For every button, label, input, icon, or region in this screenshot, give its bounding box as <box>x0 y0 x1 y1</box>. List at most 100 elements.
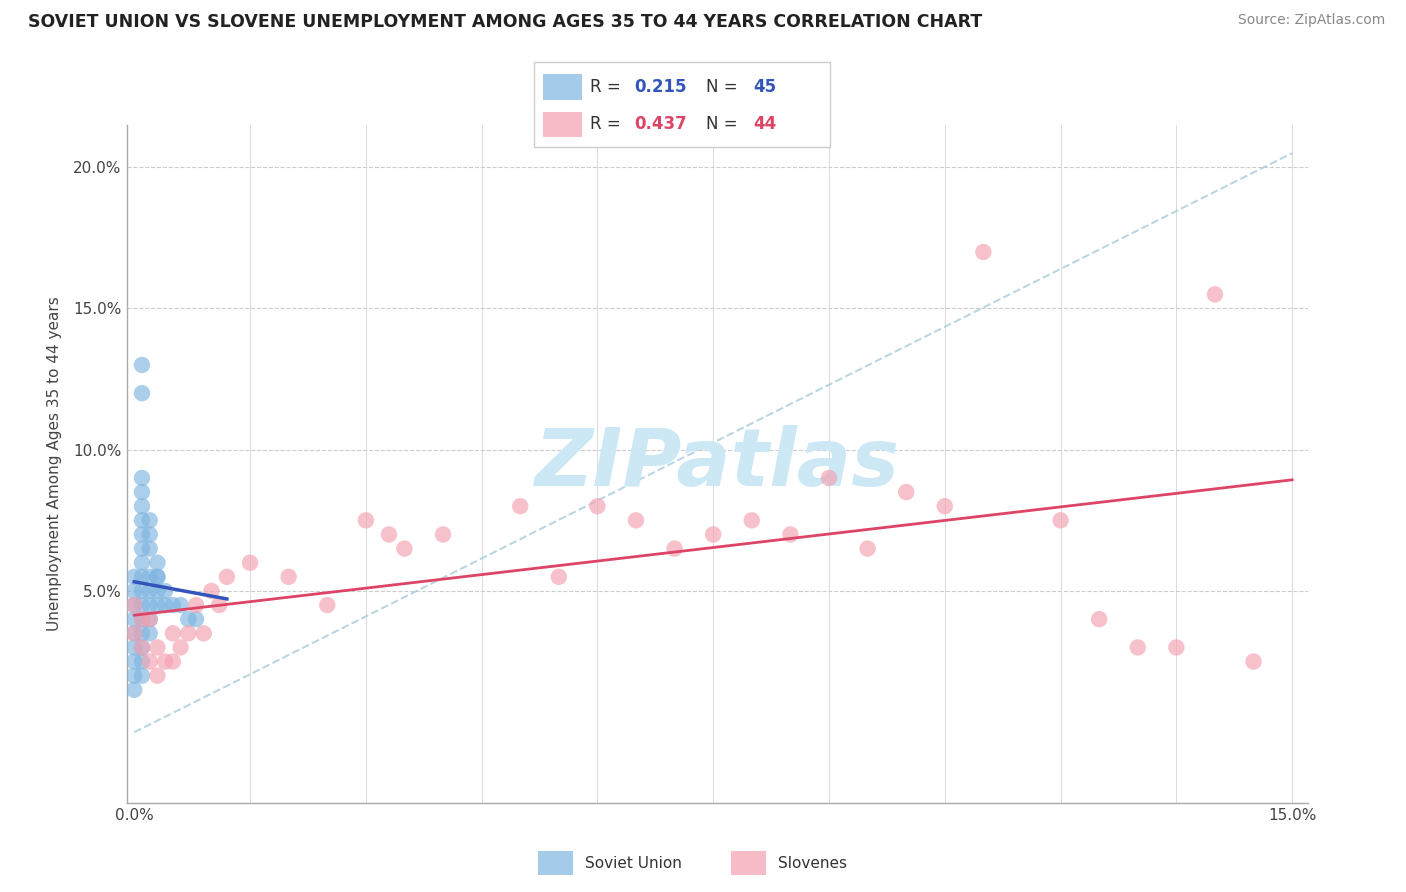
Point <box>138 570 160 584</box>
Point <box>131 358 153 372</box>
Point <box>138 513 160 527</box>
Point <box>131 640 153 655</box>
Point <box>153 598 176 612</box>
Point <box>146 570 169 584</box>
Point <box>122 640 145 655</box>
Text: 45: 45 <box>752 78 776 96</box>
Point <box>138 584 160 599</box>
Point <box>153 584 176 599</box>
Point <box>316 598 339 612</box>
Text: R =: R = <box>591 115 627 133</box>
Point <box>138 655 160 669</box>
Point <box>200 584 222 599</box>
Point <box>122 669 145 683</box>
Point <box>934 500 956 514</box>
Point <box>131 500 153 514</box>
Point <box>169 640 191 655</box>
Text: 0.437: 0.437 <box>634 115 688 133</box>
Point <box>818 471 841 485</box>
Point <box>131 584 153 599</box>
Point <box>972 244 994 259</box>
Point <box>138 612 160 626</box>
Text: Source: ZipAtlas.com: Source: ZipAtlas.com <box>1237 13 1385 28</box>
Point <box>624 513 647 527</box>
Point <box>122 655 145 669</box>
Point <box>122 612 145 626</box>
Point <box>896 485 918 500</box>
Point <box>664 541 686 556</box>
Text: Soviet Union: Soviet Union <box>585 855 682 871</box>
Point <box>146 669 169 683</box>
Point <box>131 570 153 584</box>
Point <box>122 570 145 584</box>
Point <box>184 612 207 626</box>
Point <box>131 626 153 640</box>
Point <box>131 556 153 570</box>
Point <box>354 513 377 527</box>
Point <box>122 598 145 612</box>
Point <box>138 626 160 640</box>
Text: 44: 44 <box>752 115 776 133</box>
Text: N =: N = <box>706 115 742 133</box>
Point <box>122 598 145 612</box>
Point <box>146 570 169 584</box>
Point <box>741 513 763 527</box>
Point <box>138 612 160 626</box>
Point <box>1166 640 1188 655</box>
Point <box>856 541 879 556</box>
Point <box>547 570 569 584</box>
Bar <box>731 851 766 875</box>
Point <box>122 584 145 599</box>
Text: N =: N = <box>706 78 742 96</box>
Point <box>146 598 169 612</box>
Point <box>138 527 160 541</box>
Point <box>586 500 609 514</box>
Point <box>394 541 416 556</box>
Point <box>146 556 169 570</box>
Point <box>138 541 160 556</box>
Point <box>131 513 153 527</box>
Point <box>146 640 169 655</box>
Point <box>378 527 401 541</box>
Point <box>1204 287 1226 301</box>
Text: ZIPatlas: ZIPatlas <box>534 425 900 503</box>
Point <box>162 655 184 669</box>
Point <box>215 570 238 584</box>
Point <box>177 612 200 626</box>
Y-axis label: Unemployment Among Ages 35 to 44 years: Unemployment Among Ages 35 to 44 years <box>48 296 62 632</box>
Point <box>131 386 153 401</box>
Point <box>193 626 215 640</box>
Point <box>122 626 145 640</box>
Point <box>1088 612 1111 626</box>
Point <box>432 527 454 541</box>
Point <box>1126 640 1149 655</box>
Point <box>1243 655 1265 669</box>
Point <box>208 598 231 612</box>
Point <box>131 612 153 626</box>
Bar <box>543 112 582 137</box>
Point <box>131 527 153 541</box>
Point <box>153 655 176 669</box>
Point <box>169 598 191 612</box>
Point <box>131 485 153 500</box>
Point <box>131 655 153 669</box>
Point <box>509 500 531 514</box>
FancyBboxPatch shape <box>534 62 830 147</box>
Text: R =: R = <box>591 78 627 96</box>
Point <box>177 626 200 640</box>
Point <box>131 541 153 556</box>
Point <box>702 527 724 541</box>
Point <box>162 598 184 612</box>
Bar <box>543 74 582 100</box>
Bar <box>537 851 574 875</box>
Point <box>131 669 153 683</box>
Point <box>239 556 262 570</box>
Point <box>1049 513 1071 527</box>
Point <box>162 626 184 640</box>
Point <box>122 626 145 640</box>
Point <box>277 570 299 584</box>
Point <box>138 598 160 612</box>
Text: SOVIET UNION VS SLOVENE UNEMPLOYMENT AMONG AGES 35 TO 44 YEARS CORRELATION CHART: SOVIET UNION VS SLOVENE UNEMPLOYMENT AMO… <box>28 13 983 31</box>
Point <box>131 598 153 612</box>
Point <box>184 598 207 612</box>
